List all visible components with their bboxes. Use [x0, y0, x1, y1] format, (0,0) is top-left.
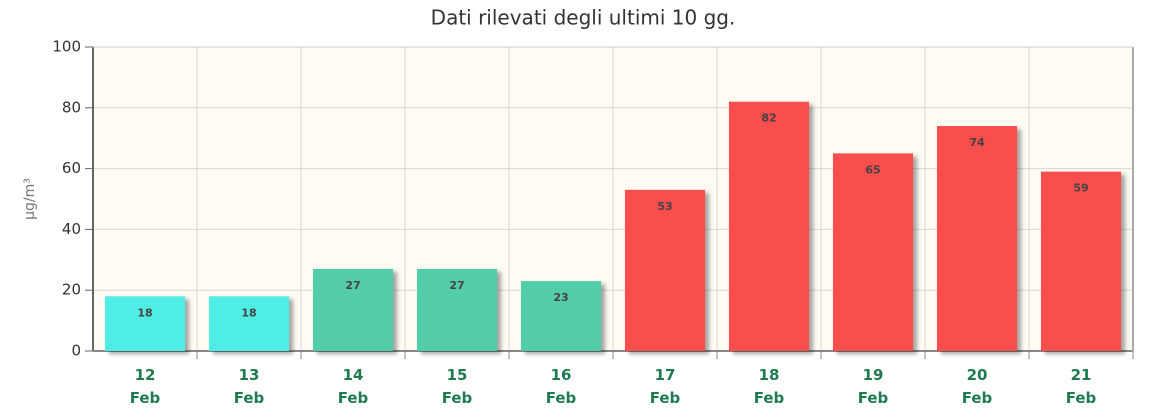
bar: [832, 153, 914, 351]
x-tick-label-line: Feb: [546, 389, 577, 407]
x-tick-label-line: 14: [343, 366, 364, 384]
y-tick-label: 100: [52, 38, 81, 56]
x-tick-label: 19 Feb: [858, 366, 889, 407]
y-tick-label: 20: [62, 281, 81, 299]
x-tick-label: 17 Feb: [650, 366, 681, 407]
value-label: 18: [137, 306, 152, 319]
x-tick-label-line: Feb: [1066, 389, 1097, 407]
x-tick-label: 15 Feb: [442, 366, 473, 407]
chart-title: Dati rilevati degli ultimi 10 gg.: [431, 6, 736, 30]
bar: [520, 281, 602, 351]
bar: [936, 126, 1018, 351]
value-label: 82: [761, 112, 776, 125]
bar: [416, 268, 498, 351]
y-axis-label: µg/m³: [22, 178, 38, 220]
value-label: 18: [241, 306, 256, 319]
x-tick-label-line: 13: [239, 366, 260, 384]
x-tick-label-line: Feb: [442, 389, 473, 407]
x-tick-label-line: 20: [967, 366, 988, 384]
x-tick-label: 16 Feb: [546, 366, 577, 407]
bar: [312, 268, 394, 351]
value-label: 53: [657, 200, 672, 213]
x-tick-label-line: 16: [551, 366, 572, 384]
value-label: 27: [345, 279, 360, 292]
value-label: 65: [865, 163, 880, 176]
x-tick-label-line: 15: [447, 366, 468, 384]
x-tick-label-line: 12: [135, 366, 156, 384]
bar: [208, 296, 290, 351]
y-tick-label: 80: [62, 98, 81, 116]
x-tick-label-line: Feb: [338, 389, 369, 407]
bar: [728, 101, 810, 351]
x-tick-label-line: Feb: [858, 389, 889, 407]
value-label: 23: [553, 291, 568, 304]
x-tick-label-line: Feb: [650, 389, 681, 407]
x-tick-label: 21 Feb: [1066, 366, 1097, 407]
x-tick-label-line: Feb: [234, 389, 265, 407]
x-tick-label-line: Feb: [754, 389, 785, 407]
bar: [1040, 171, 1122, 351]
x-tick-label-line: 18: [759, 366, 780, 384]
x-tick-label-line: Feb: [962, 389, 993, 407]
x-tick-label: 12 Feb: [130, 366, 161, 407]
y-tick-label: 0: [71, 342, 81, 360]
y-tick-label: 40: [62, 220, 81, 238]
x-tick-label: 14 Feb: [338, 366, 369, 407]
bar: [104, 296, 186, 351]
x-tick-label: 18 Feb: [754, 366, 785, 407]
y-tick-label: 60: [62, 159, 81, 177]
x-tick-label-line: 21: [1071, 366, 1092, 384]
x-tick-label-line: 17: [655, 366, 676, 384]
value-label: 27: [449, 279, 464, 292]
value-label: 59: [1073, 182, 1088, 195]
bar: [624, 189, 706, 351]
x-tick-label-line: 19: [863, 366, 884, 384]
x-tick-label: 20 Feb: [962, 366, 993, 407]
value-label: 74: [969, 136, 985, 149]
x-tick-label: 13 Feb: [234, 366, 265, 407]
x-tick-label-line: Feb: [130, 389, 161, 407]
